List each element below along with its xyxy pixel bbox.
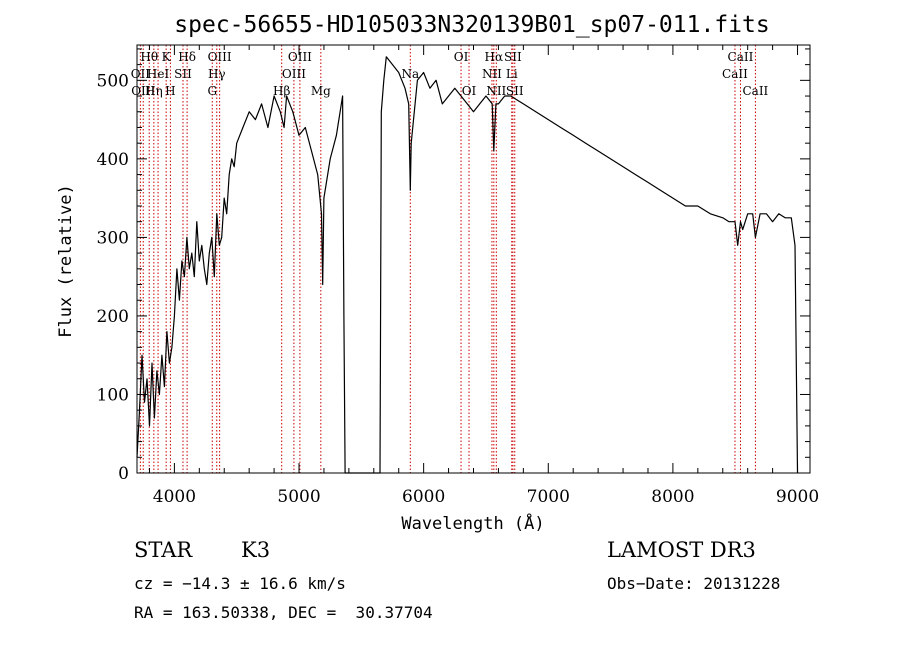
survey-name: LAMOST DR3	[607, 538, 756, 562]
line-marker-label: SII	[506, 84, 524, 98]
observation-date: Obs−Date: 20131228	[607, 574, 781, 593]
y-tick-label: 200	[97, 307, 129, 327]
y-tick-label: 300	[97, 228, 129, 248]
y-tick-label: 100	[97, 385, 129, 405]
line-marker-label: CaII	[742, 84, 768, 98]
plot-frame	[136, 44, 811, 474]
line-marker-label: NII	[486, 84, 506, 98]
line-marker-label: Hα	[485, 50, 504, 64]
y-tick-label: 0	[118, 464, 129, 484]
line-marker-label: Hη	[145, 84, 163, 98]
line-marker-label: HeI	[147, 67, 170, 81]
line-marker-label: Na	[401, 67, 419, 81]
y-tick-label: 500	[97, 71, 129, 91]
line-marker-label: OI	[454, 50, 469, 64]
line-marker-label: Hδ	[178, 50, 196, 64]
line-marker-label: Hγ	[208, 67, 226, 81]
coordinates-readout: RA = 163.50338, DEC = 30.37704	[134, 603, 433, 622]
object-class: STAR	[134, 538, 193, 562]
line-marker-label: Hθ	[140, 50, 158, 64]
line-marker-label: SII	[504, 50, 522, 64]
spectrum-line	[136, 56, 799, 474]
x-tick-label: 6000	[402, 487, 445, 507]
x-tick-label: 4000	[153, 487, 196, 507]
line-markers	[139, 45, 756, 473]
x-tick-label: 5000	[277, 487, 320, 507]
line-marker-label: OIII	[208, 50, 232, 64]
line-marker-label: G	[207, 84, 217, 98]
line-marker-label: OII	[131, 67, 151, 81]
line-marker-label: CaII	[722, 67, 748, 81]
line-marker-label: Mg	[311, 84, 331, 98]
line-marker-label: K	[162, 50, 172, 64]
x-tick-label: 9000	[776, 487, 819, 507]
line-marker-label: SII	[174, 67, 192, 81]
x-axis-label: Wavelength (Å)	[401, 512, 544, 534]
x-tick-label: 7000	[527, 487, 570, 507]
line-marker-label: OIII	[282, 67, 306, 81]
y-tick-label: 400	[97, 150, 129, 170]
object-subclass: K3	[241, 538, 271, 562]
line-marker-label: CaII	[728, 50, 754, 64]
line-marker-labels: OIIOIIIHθHηHeIKHSIIHδGHγOIIIHβOIIIOIIIMg…	[131, 50, 769, 98]
x-tick-label: 8000	[651, 487, 694, 507]
line-marker-label: OIII	[288, 50, 312, 64]
line-marker-label: NII	[482, 67, 502, 81]
x-axis: 4000 5000 6000 7000 8000 9000	[148, 45, 819, 507]
redshift-readout: cz = −14.3 ± 16.6 km/s	[134, 574, 346, 593]
y-axis: 0 100 200 300 400 500	[97, 48, 810, 484]
line-marker-label: Hβ	[273, 84, 290, 98]
y-axis-label: Flux (relative)	[56, 184, 76, 338]
line-marker-label: H	[165, 84, 175, 98]
line-marker-label: OI	[462, 84, 477, 98]
chart-title: spec-56655-HD105033N320139B01_sp07-011.f…	[174, 12, 769, 38]
line-marker-label: Li	[506, 67, 518, 81]
